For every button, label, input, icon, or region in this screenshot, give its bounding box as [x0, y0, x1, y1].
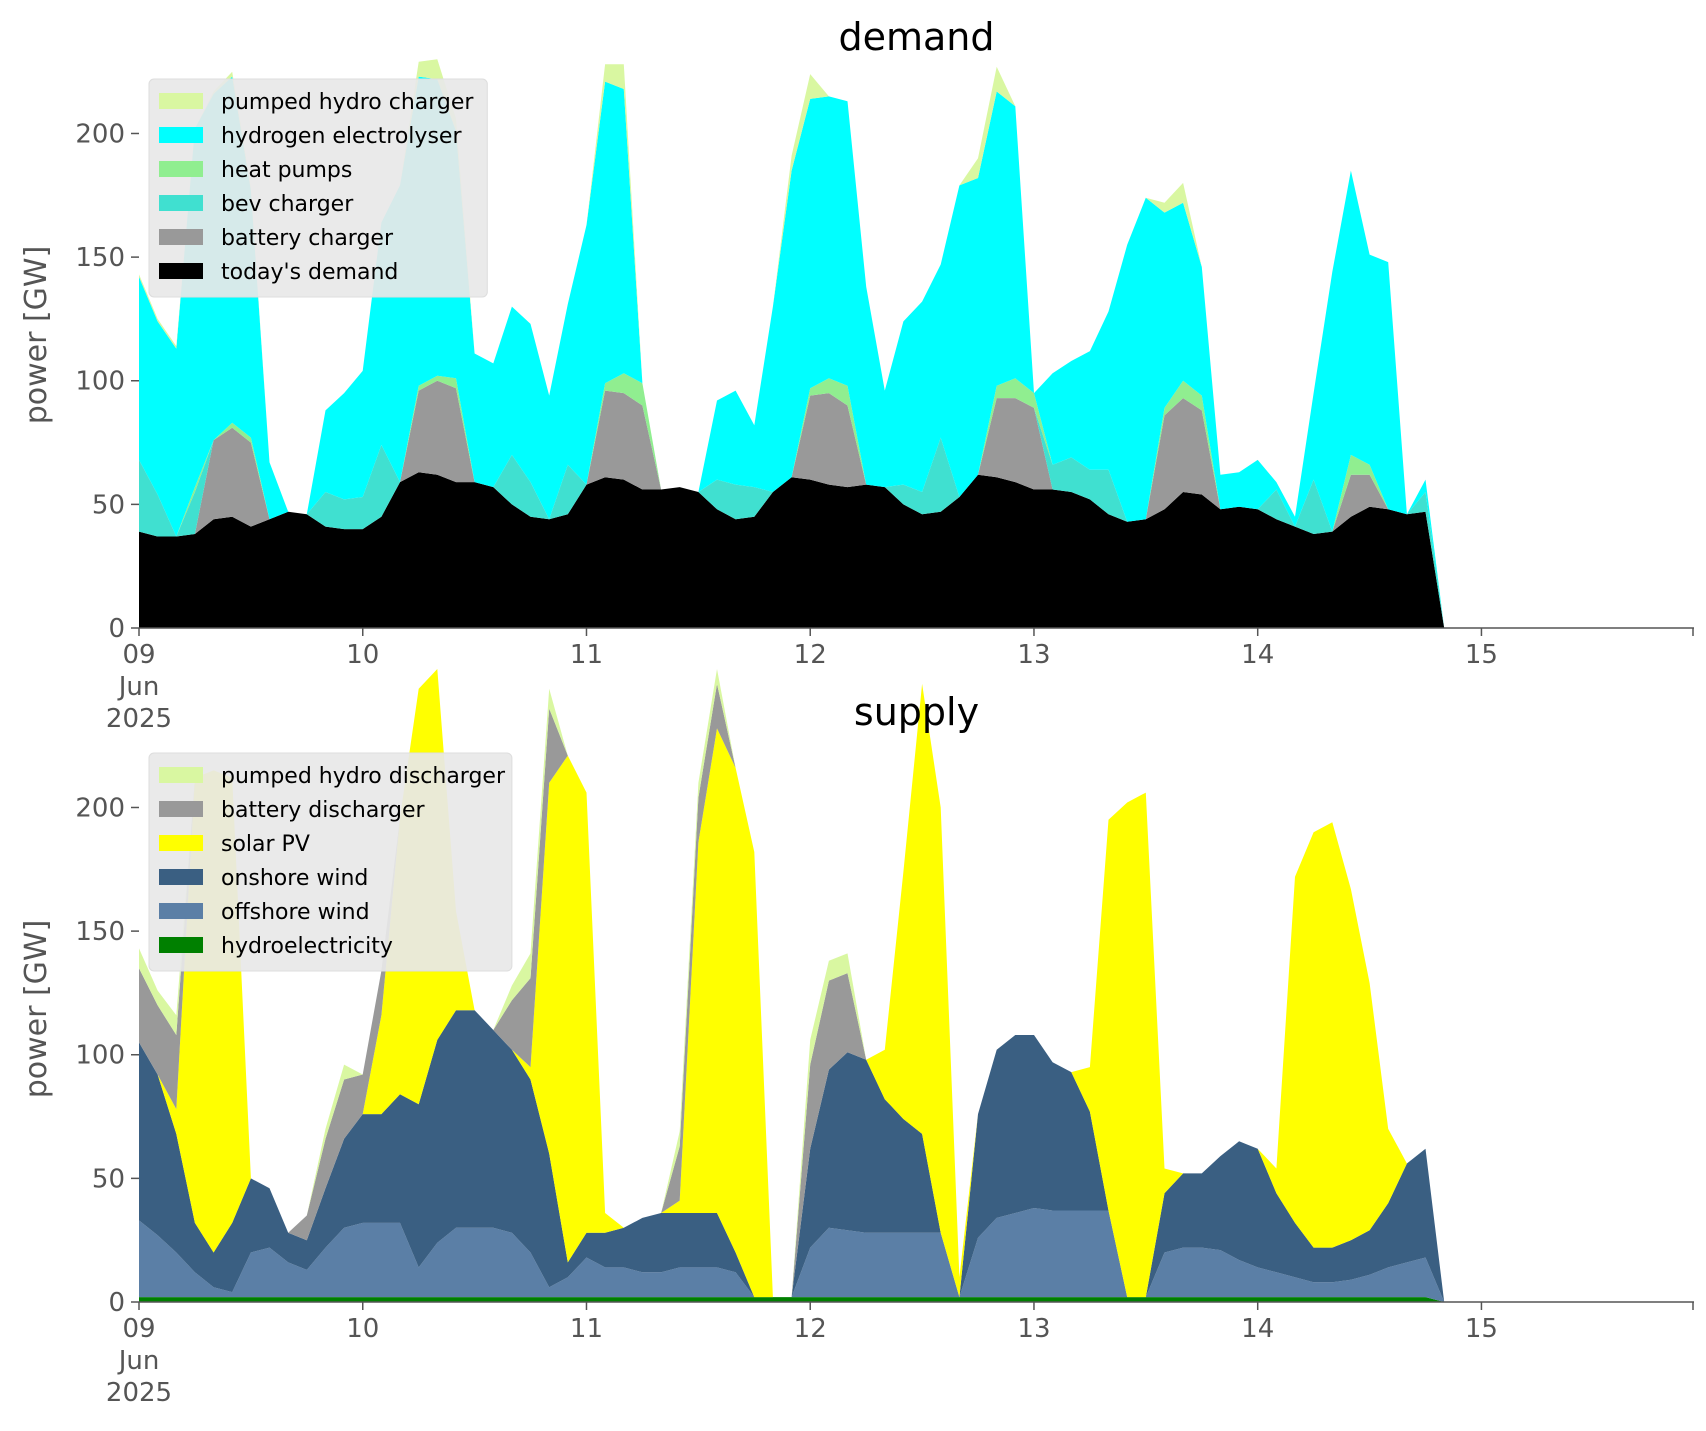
- legend-swatch: [159, 937, 203, 953]
- x-tick-label: 09: [122, 640, 155, 670]
- area-hydroelectricity: [139, 1297, 1706, 1302]
- legend-label: heat pumps: [221, 158, 352, 183]
- x-tick-label: 09: [122, 1314, 155, 1344]
- legend-label: offshore wind: [221, 900, 370, 925]
- area-offshore-wind: [139, 1208, 1706, 1302]
- legend: pumped hydro charger hydrogen electrolyse…: [148, 78, 488, 298]
- y-tick-label: 50: [92, 490, 125, 520]
- x-tick-label: 13: [1017, 1314, 1050, 1344]
- chart-title: supply: [854, 690, 979, 734]
- legend-swatch: [159, 801, 203, 817]
- y-tick-label: 100: [75, 1041, 125, 1071]
- legend-label: battery discharger: [221, 798, 426, 823]
- area-hydrogen-electrolyser: [139, 76, 1706, 629]
- y-axis-label: power [GW]: [19, 246, 54, 425]
- x-tick-sublabel: Jun: [117, 1346, 160, 1376]
- legend-label: onshore wind: [221, 866, 368, 891]
- legend-swatch: [159, 195, 203, 211]
- legend-label: battery charger: [221, 226, 394, 251]
- legend-swatch: [159, 903, 203, 919]
- x-tick-sublabel: 2025: [106, 704, 172, 734]
- chart-title: demand: [838, 15, 994, 59]
- x-tick-label: 14: [1241, 1314, 1274, 1344]
- x-tick-label: 11: [570, 640, 603, 670]
- legend-label: hydroelectricity: [221, 934, 393, 959]
- stacked-areas: [139, 59, 1706, 629]
- area-solar-pv: [139, 669, 1706, 1302]
- x-tick-label: 10: [346, 640, 379, 670]
- area-today-s-demand: [139, 472, 1706, 628]
- y-tick-label: 0: [108, 1288, 125, 1318]
- legend-frame: [148, 78, 488, 298]
- x-tick-label: 14: [1241, 640, 1274, 670]
- x-tick-label: 12: [794, 640, 827, 670]
- legend-label: pumped hydro discharger: [221, 764, 506, 789]
- x-tick-label: 12: [794, 1314, 827, 1344]
- y-tick-label: 0: [108, 614, 125, 644]
- legend-label: today's demand: [221, 260, 398, 285]
- y-tick-label: 200: [75, 793, 125, 823]
- legend-swatch: [159, 263, 203, 279]
- legend-swatch: [159, 767, 203, 783]
- y-tick-label: 150: [75, 243, 125, 273]
- legend-swatch: [159, 93, 203, 109]
- legend-frame: [148, 752, 513, 972]
- legend-swatch: [159, 835, 203, 851]
- y-tick-label: 100: [75, 367, 125, 397]
- legend-label: solar PV: [221, 832, 310, 857]
- x-tick-label: 15: [1465, 1314, 1498, 1344]
- x-tick-label: 13: [1017, 640, 1050, 670]
- stacked-areas: [139, 669, 1706, 1302]
- legend-label: bev charger: [221, 192, 354, 217]
- x-tick-sublabel: Jun: [117, 672, 160, 702]
- y-axis-label: power [GW]: [19, 920, 54, 1099]
- legend-swatch: [159, 161, 203, 177]
- x-tick-label: 11: [570, 1314, 603, 1344]
- legend-label: pumped hydro charger: [221, 90, 474, 115]
- y-tick-label: 50: [92, 1164, 125, 1194]
- legend-swatch: [159, 127, 203, 143]
- area-onshore-wind: [139, 1010, 1706, 1302]
- legend: pumped hydro discharger battery discharge…: [148, 752, 513, 972]
- legend-swatch: [159, 869, 203, 885]
- area-bev-charger: [139, 380, 1706, 628]
- x-tick-label: 10: [346, 1314, 379, 1344]
- legend-swatch: [159, 229, 203, 245]
- y-tick-label: 150: [75, 917, 125, 947]
- y-tick-label: 200: [75, 119, 125, 149]
- legend-label: hydrogen electrolyser: [221, 124, 462, 149]
- x-tick-label: 15: [1465, 640, 1498, 670]
- x-tick-sublabel: 2025: [106, 1378, 172, 1408]
